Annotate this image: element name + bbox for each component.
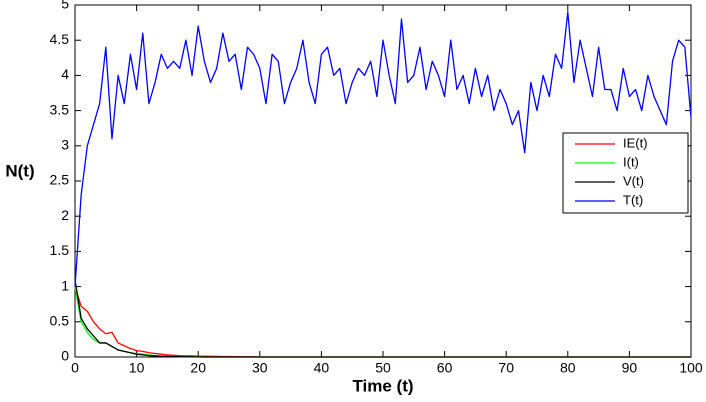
y-tick-label: 4 — [61, 66, 69, 82]
x-tick-label: 60 — [437, 360, 453, 376]
x-tick-label: 80 — [560, 360, 576, 376]
y-tick-label: 2 — [61, 207, 69, 223]
x-tick-label: 50 — [375, 360, 391, 376]
x-tick-label: 70 — [498, 360, 514, 376]
legend-label: T(t) — [623, 192, 643, 207]
x-axis-title: Time (t) — [352, 376, 413, 395]
x-tick-label: 30 — [252, 360, 268, 376]
legend-label: I(t) — [623, 154, 639, 169]
series-line — [74, 11, 692, 287]
y-tick-label: 0 — [61, 348, 69, 364]
y-tick-label: 0.5 — [50, 313, 70, 329]
y-tick-label: 5 — [61, 0, 69, 12]
legend-box — [562, 132, 689, 214]
y-tick-label: 1 — [61, 277, 69, 293]
x-tick-label: 100 — [679, 360, 703, 376]
y-tick-label: 3 — [61, 137, 69, 153]
x-tick-label: 20 — [190, 360, 206, 376]
y-tick-label: 2.5 — [50, 172, 70, 188]
legend-label: V(t) — [623, 173, 644, 188]
x-tick-label: 0 — [71, 360, 79, 376]
x-tick-label: 90 — [622, 360, 638, 376]
series-line — [74, 279, 691, 358]
y-axis-title: N(t) — [5, 161, 34, 180]
y-tick-label: 3.5 — [50, 101, 70, 117]
y-tick-label: 4.5 — [50, 31, 70, 47]
legend-label: IE(t) — [623, 135, 648, 150]
x-tick-label: 40 — [314, 360, 330, 376]
y-tick-label: 1.5 — [50, 242, 70, 258]
x-tick-label: 10 — [129, 360, 145, 376]
